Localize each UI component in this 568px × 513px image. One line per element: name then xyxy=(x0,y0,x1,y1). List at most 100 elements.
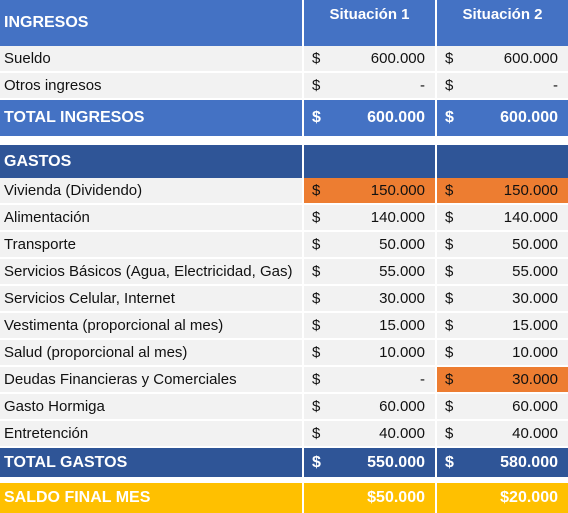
table-row: TOTAL GASTOS $550.000 $580.000 xyxy=(0,448,568,477)
amount: 140.000 xyxy=(503,209,558,226)
amount-block: $15.000 xyxy=(437,313,568,338)
amount: 150.000 xyxy=(463,178,568,203)
row-label: Gasto Hormiga xyxy=(0,394,302,419)
header-fill xyxy=(304,145,435,178)
amount: - xyxy=(553,77,558,94)
amount-block: $50.000 xyxy=(304,483,435,513)
column-title: Situación 1 xyxy=(329,6,410,23)
currency: $ xyxy=(312,425,321,442)
row-label: Sueldo xyxy=(0,46,302,71)
table-row: Servicios Básicos (Agua, Electricidad, G… xyxy=(0,259,568,286)
currency: $ xyxy=(445,236,454,253)
row-label: Otros ingresos xyxy=(0,73,302,98)
header-fill xyxy=(437,145,568,178)
column-header: Situación 2 xyxy=(437,0,568,46)
amount-block: $10.000 xyxy=(304,340,435,365)
amount-block: $40.000 xyxy=(304,421,435,446)
table-row: Salud (proporcional al mes) $10.000 $10.00… xyxy=(0,340,568,367)
currency: $ xyxy=(312,209,321,226)
table-row: TOTAL INGRESOS $600.000 $600.000 xyxy=(0,100,568,136)
amount-block: $140.000 xyxy=(437,205,568,230)
amount-block: $30.000 xyxy=(304,286,435,311)
amount: 15.000 xyxy=(512,317,558,334)
row-label: Servicios Celular, Internet xyxy=(0,286,302,311)
amount-block: $40.000 xyxy=(437,421,568,446)
amount: 55.000 xyxy=(512,263,558,280)
table-row: Sueldo $600.000 $600.000 xyxy=(0,46,568,73)
currency: $ xyxy=(445,290,454,307)
amount: 580.000 xyxy=(500,453,558,471)
table-row: Entretención $40.000 $40.000 xyxy=(0,421,568,448)
currency: $ xyxy=(445,77,454,94)
section-title: GASTOS xyxy=(0,145,302,178)
balance-row: SALDO FINAL MES $50.000 $20.000 xyxy=(0,483,568,513)
amount: 30.000 xyxy=(463,367,568,392)
amount-block: $ - xyxy=(437,73,568,98)
amount-block: $580.000 xyxy=(437,448,568,477)
header-row: INGRESOS Situación 1 Situación 2 xyxy=(0,0,568,46)
row-label: SALDO FINAL MES xyxy=(0,483,302,513)
table-row: Servicios Celular, Internet $30.000 $30.00… xyxy=(0,286,568,313)
amount: 60.000 xyxy=(512,398,558,415)
amount: 40.000 xyxy=(512,425,558,442)
section-header: GASTOS xyxy=(0,145,568,178)
amount: 40.000 xyxy=(379,425,425,442)
currency: $ xyxy=(312,290,321,307)
table-row: Deudas Financieras y Comerciales $ - $30.00… xyxy=(0,367,568,394)
amount-block: $20.000 xyxy=(437,483,568,513)
amount: 30.000 xyxy=(379,290,425,307)
amount: 140.000 xyxy=(370,209,425,226)
currency: $ xyxy=(445,425,454,442)
currency: $ xyxy=(312,50,321,67)
table-row: Vivienda (Dividendo) $150.000 $150.000 xyxy=(0,178,568,205)
amount-block: $60.000 xyxy=(437,394,568,419)
amount: - xyxy=(420,77,425,94)
amount: 600.000 xyxy=(367,109,425,126)
amount-block: $150.000 xyxy=(304,178,435,203)
currency: $ xyxy=(312,453,321,471)
amount: 50.000 xyxy=(512,236,558,253)
amount: 550.000 xyxy=(367,453,425,471)
row-label: Salud (proporcional al mes) xyxy=(0,340,302,365)
table-row: Gasto Hormiga $60.000 $60.000 xyxy=(0,394,568,421)
currency: $ xyxy=(312,263,321,280)
currency: $ xyxy=(437,367,463,392)
currency: $ xyxy=(312,398,321,415)
amount: - xyxy=(420,371,425,388)
amount: $50.000 xyxy=(367,489,425,506)
amount: 600.000 xyxy=(370,50,425,67)
currency: $ xyxy=(445,317,454,334)
currency: $ xyxy=(445,263,454,280)
currency: $ xyxy=(304,178,330,203)
row-label: Vivienda (Dividendo) xyxy=(0,178,302,203)
currency: $ xyxy=(445,453,454,471)
amount: 50.000 xyxy=(379,236,425,253)
row-label: Transporte xyxy=(0,232,302,257)
amount-block: $140.000 xyxy=(304,205,435,230)
amount-block: $55.000 xyxy=(304,259,435,284)
amount-block: $150.000 xyxy=(437,178,568,203)
amount: 10.000 xyxy=(512,344,558,361)
row-label: Entretención xyxy=(0,421,302,446)
amount-block: $550.000 xyxy=(304,448,435,477)
amount-block: $600.000 xyxy=(437,100,568,136)
amount-block: $60.000 xyxy=(304,394,435,419)
amount: 150.000 xyxy=(330,178,435,203)
amount: 30.000 xyxy=(512,290,558,307)
amount: 15.000 xyxy=(379,317,425,334)
amount-block: $55.000 xyxy=(437,259,568,284)
amount-block: $10.000 xyxy=(437,340,568,365)
row-label: Vestimenta (proporcional al mes) xyxy=(0,313,302,338)
currency: $ xyxy=(312,344,321,361)
row-label: TOTAL INGRESOS xyxy=(0,100,302,136)
row-label: Deudas Financieras y Comerciales xyxy=(0,367,302,392)
amount-block: $600.000 xyxy=(304,46,435,71)
currency: $ xyxy=(445,398,454,415)
amount: 600.000 xyxy=(503,50,558,67)
amount: $20.000 xyxy=(500,489,558,506)
amount-block: $600.000 xyxy=(304,100,435,136)
table-row: Alimentación $140.000 $140.000 xyxy=(0,205,568,232)
table-row: Otros ingresos $ - $ - xyxy=(0,73,568,100)
table-row: Vestimenta (proporcional al mes) $15.000 $… xyxy=(0,313,568,340)
